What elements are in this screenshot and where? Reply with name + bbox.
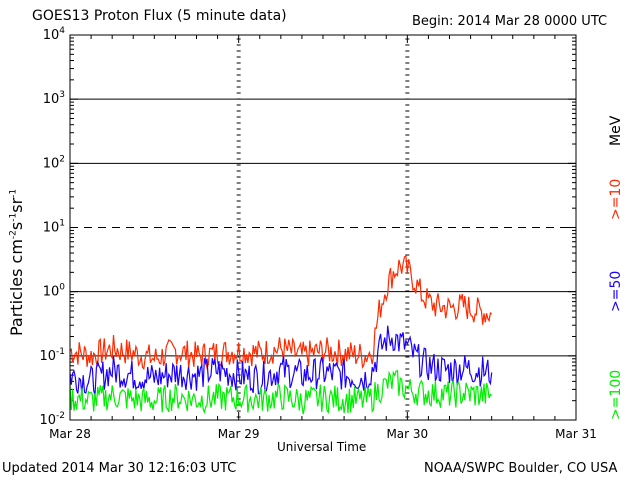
begin-time: Begin: 2014 Mar 28 0000 UTC bbox=[412, 14, 608, 29]
legend-item-50: >=50 bbox=[608, 270, 624, 312]
y-tick-label: 101 bbox=[43, 219, 65, 236]
series-line-3 bbox=[69, 369, 493, 415]
y-tick-label: 100 bbox=[43, 283, 66, 300]
y-axis-label-part-2: sr bbox=[7, 197, 26, 213]
y-axis-label: Particles cm-2s-1sr-1 bbox=[7, 189, 26, 336]
chart-title: GOES13 Proton Flux (5 minute data) bbox=[32, 8, 287, 24]
y-axis-label-sup-1: -2 bbox=[8, 230, 19, 240]
y-axis-label-sup-2: -1 bbox=[8, 212, 19, 222]
y-axis-label-sup-3: -1 bbox=[8, 188, 19, 198]
x-tick-label: Mar 28 bbox=[49, 427, 91, 441]
y-tick-label: 10-1 bbox=[39, 347, 65, 364]
y-axis-label-part-1: s bbox=[7, 221, 26, 231]
x-tick-label: Mar 31 bbox=[555, 427, 597, 441]
x-tick-label: Mar 29 bbox=[218, 427, 260, 441]
updated-time: Updated 2014 Mar 30 12:16:03 UTC bbox=[2, 461, 237, 476]
series-line-1 bbox=[69, 255, 493, 371]
x-axis-label: Universal Time bbox=[277, 440, 367, 454]
y-tick-label: 103 bbox=[43, 90, 65, 107]
plot-frame bbox=[69, 34, 577, 421]
legend-item-10: >=10 bbox=[608, 178, 624, 220]
y-tick-label: 104 bbox=[43, 26, 66, 43]
legend-item-100: >=100 bbox=[608, 369, 624, 420]
y-tick-label: 10-2 bbox=[39, 411, 65, 428]
series-line-2 bbox=[69, 325, 493, 396]
x-tick-labels: Mar 28 Mar 29 Mar 30 Mar 31 bbox=[49, 427, 597, 441]
data-source: NOAA/SWPC Boulder, CO USA bbox=[424, 461, 618, 476]
series-layer bbox=[69, 255, 493, 415]
y-tick-labels: 10-2 10-1 100 101 102 103 104 bbox=[39, 26, 65, 428]
y-tick-label: 102 bbox=[43, 154, 65, 171]
y-axis-label-base: Particles cm bbox=[7, 239, 26, 336]
x-tick-label: Mar 30 bbox=[386, 427, 428, 441]
legend-unit: MeV bbox=[608, 115, 624, 146]
